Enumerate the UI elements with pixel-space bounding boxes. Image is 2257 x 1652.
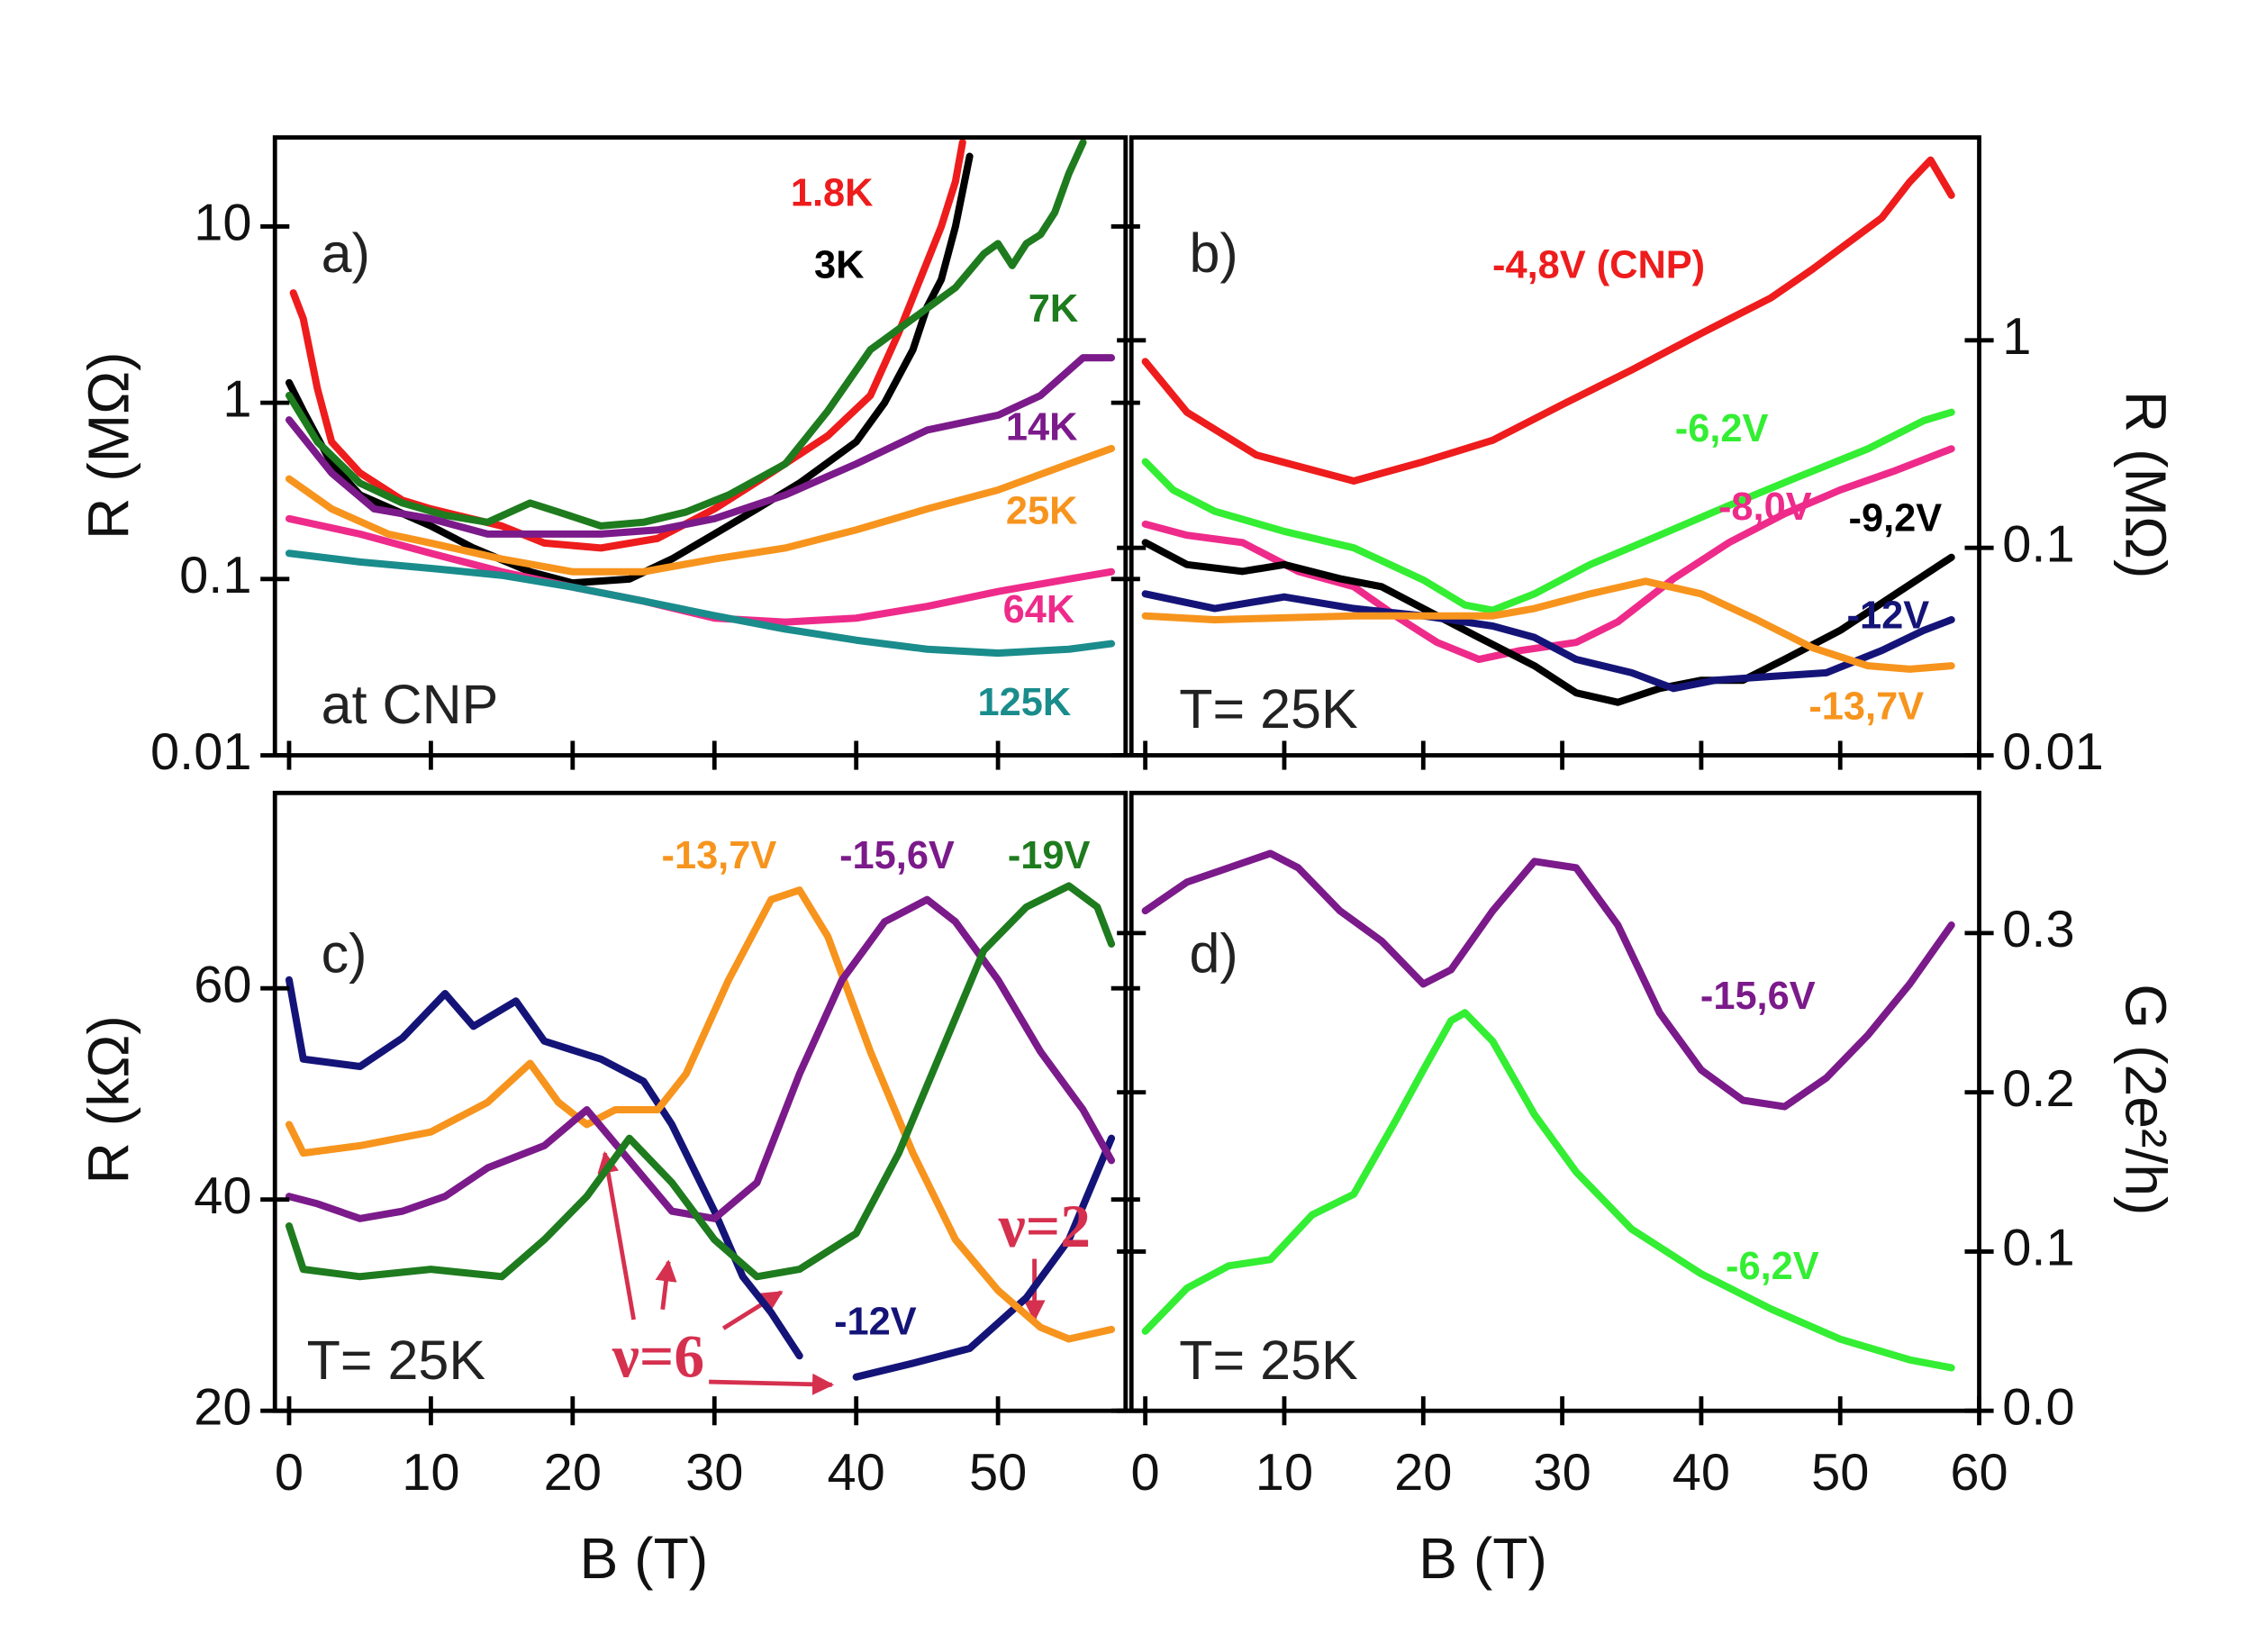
series-label: 7K [1029,287,1078,331]
annotation: T= 25K [1179,1330,1358,1391]
series-line [1141,577,1955,673]
x-tick-label: 20 [1394,1444,1452,1502]
series-line [1141,445,1955,664]
series-line [285,152,974,587]
series-line [1141,156,1955,485]
x-tick-label: 60 [1950,1444,2008,1502]
series-label: 3K [814,244,864,287]
x-axis-label: B (T) [1419,1526,1547,1591]
x-tick-label: 20 [544,1444,602,1502]
plot-area [1141,849,1955,1372]
series-line [1141,1009,1955,1372]
y-tick-label: 0.0 [2002,1378,2074,1436]
annotation: at CNP [322,674,499,735]
series-label: 64K [1003,588,1075,631]
series-label: -9,2V [1849,497,1943,540]
series-label: -13,7V [1808,685,1924,729]
annotation: b) [1189,222,1237,284]
y-tick-label: 0.01 [2002,723,2104,781]
series-label: -13,7V [662,834,777,877]
x-tick-label: 40 [828,1444,885,1502]
x-axis-label: B (T) [579,1526,708,1591]
y-axis-label: R (MΩ) [76,351,140,540]
series-label: -12V [1847,594,1930,637]
series-line [1141,539,1955,706]
arrow [721,1290,784,1330]
x-tick-label: 30 [685,1444,743,1502]
series-label: -6,2V [1726,1245,1819,1288]
plot-area [1141,156,1955,706]
series-label: -12V [834,1300,917,1343]
series-label: -4,8V (CNP) [1492,244,1705,287]
y-axis-label: G (2e²/h) [2113,984,2178,1215]
series-label: 14K [1006,406,1078,449]
series-line [285,882,1116,1281]
y-tick-label: 40 [194,1167,251,1225]
y-tick-label: 0.3 [2002,901,2074,958]
annotation: ν=2 [998,1193,1091,1260]
y-tick-label: 0.1 [179,547,251,604]
x-tick-label: 50 [969,1444,1027,1502]
series-label: -8,0V [1718,486,1812,529]
x-tick-label: 0 [275,1444,304,1502]
annotation: ν=6 [612,1323,704,1391]
y-tick-label: 0.1 [2002,515,2074,573]
y-tick-label: 0.01 [150,723,252,781]
series-line [285,139,1087,530]
annotation: d) [1189,923,1237,985]
frame [1128,790,1981,1413]
plot-area [285,882,1116,1381]
series-label: -15,6V [839,834,955,877]
series-label: -6,2V [1675,407,1769,450]
frame [1128,135,1981,758]
x-tick-label: 0 [1131,1444,1160,1502]
series-line [1141,849,1955,1111]
y-tick-label: 0.1 [2002,1220,2074,1277]
series-line [285,354,1116,538]
annotation: T= 25K [1179,678,1358,740]
series-label: 25K [1006,490,1078,533]
x-tick-label: 10 [402,1444,459,1502]
series-label: 1.8K [791,171,874,214]
series-line [285,895,1116,1222]
y-axis-label: R (kΩ) [76,1015,140,1184]
series-label: -19V [1008,834,1091,877]
x-tick-label: 10 [1255,1444,1313,1502]
series-line [1141,408,1955,614]
arrow [709,1373,835,1395]
y-tick-label: 1 [222,370,251,428]
frame [272,135,1128,758]
series-line [285,886,1116,1343]
series-label: -15,6V [1700,975,1816,1018]
annotation: a) [322,222,370,284]
x-tick-label: 40 [1672,1444,1730,1502]
annotation: c) [322,923,367,985]
arrow [655,1259,677,1311]
x-tick-label: 50 [1811,1444,1869,1502]
y-tick-label: 1 [2002,308,2031,366]
x-tick-label: 30 [1533,1444,1591,1502]
series-line [289,139,966,552]
arrow [597,1150,636,1321]
frame [272,790,1128,1413]
y-axis-label: R (MΩ) [2113,391,2178,579]
annotation: T= 25K [307,1330,486,1391]
y-tick-label: 0.2 [2002,1060,2074,1118]
y-tick-label: 10 [194,195,251,252]
series-line [285,514,1116,626]
y-tick-label: 60 [194,956,251,1013]
series-label: 125K [978,681,1072,724]
y-tick-label: 20 [194,1378,251,1436]
series-line [285,549,1116,658]
plot-area [285,139,1116,658]
series-line [285,444,1116,576]
